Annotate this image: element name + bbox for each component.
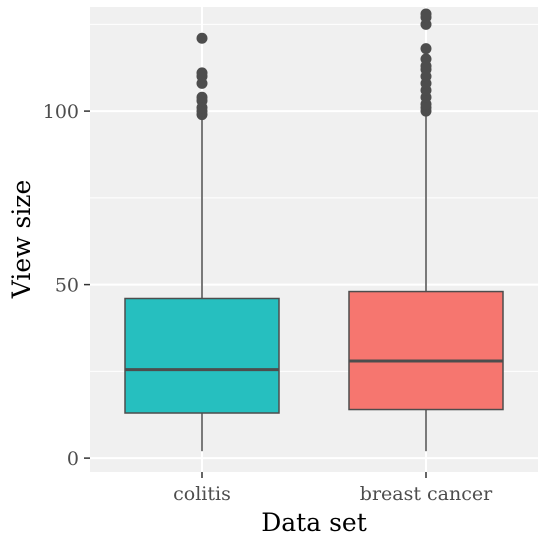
x-tick-label: colitis (173, 483, 231, 505)
y-axis-title: View size (7, 180, 36, 300)
outlier-point (420, 43, 432, 55)
iqr-box (124, 297, 280, 414)
outlier-point (196, 32, 208, 44)
y-axis: 0 50 100 (43, 101, 90, 470)
iqr-box (348, 290, 504, 411)
x-axis: colitis breast cancer (173, 472, 493, 505)
outlier-point (420, 53, 432, 65)
y-tick-label: 50 (55, 275, 79, 297)
box-colitis (124, 32, 280, 452)
y-tick-label: 100 (43, 101, 79, 123)
y-tick-label: 0 (67, 448, 79, 470)
box-breast-cancer (348, 8, 504, 452)
x-tick-label: breast cancer (360, 483, 493, 505)
outlier-point (196, 67, 208, 79)
outlier-point (420, 8, 432, 20)
outlier-point (196, 91, 208, 103)
x-axis-title: Data set (261, 508, 367, 536)
boxes (124, 8, 504, 452)
